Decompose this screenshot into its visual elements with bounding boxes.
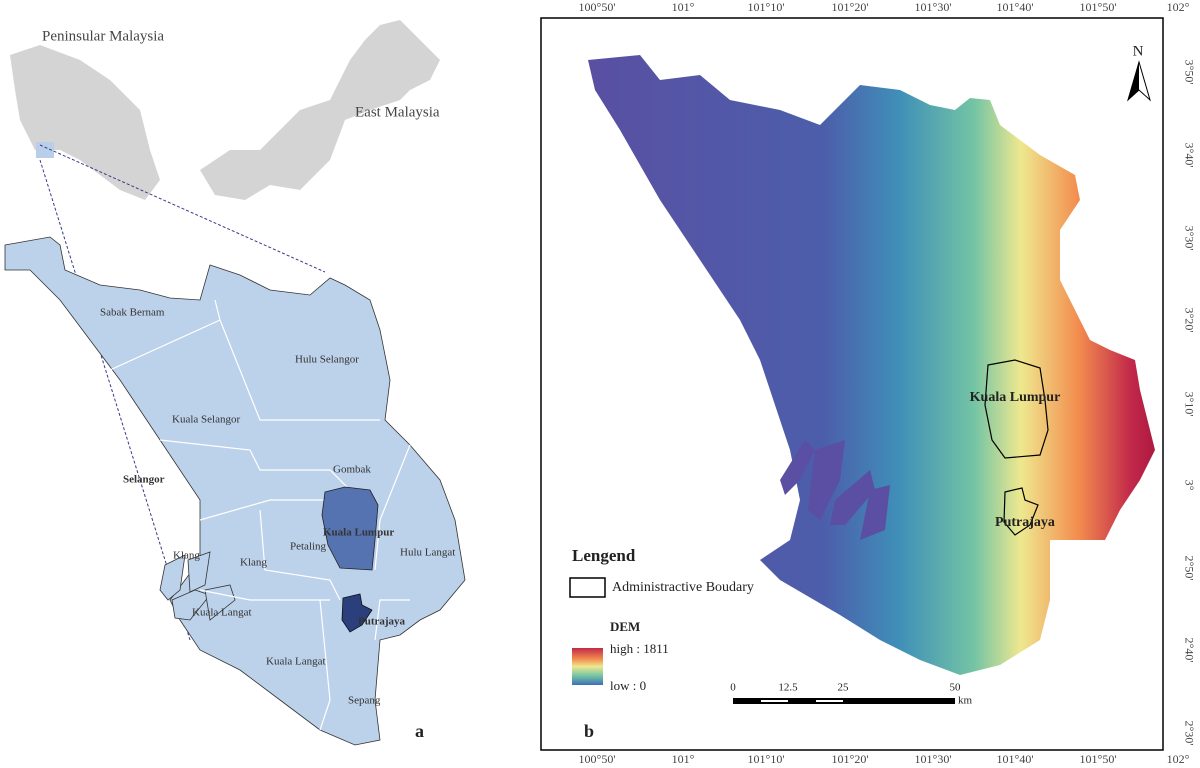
district-label: Klang <box>240 557 267 569</box>
right-tick-label: 3°50' <box>1182 60 1196 85</box>
kuala-lumpur-area <box>321 486 379 571</box>
scale-label: 0 <box>730 682 736 694</box>
scale-bar <box>733 698 955 704</box>
inset-label: East Malaysia <box>355 104 440 120</box>
right-tick-label: 2°40' <box>1182 638 1196 663</box>
connector <box>39 159 191 641</box>
district-label: Sabak Bernam <box>100 307 165 319</box>
right-tick-label: 3° <box>1182 480 1196 491</box>
district-label: Kuala Langat <box>266 656 326 668</box>
district-label: Petaling <box>290 541 327 553</box>
panel-b: Kuala Lumpur Putrajaya N Lengend Adminis… <box>540 0 1196 766</box>
dem-raster <box>588 55 1155 675</box>
bottom-tick-label: 102° <box>1167 752 1190 766</box>
top-tick-label: 101°30' <box>915 0 952 14</box>
top-tick-label: 101° <box>672 0 695 14</box>
east-malaysia <box>200 20 440 200</box>
panel-a: Peninsular Malaysia East Malaysia Sabak … <box>4 20 466 746</box>
bottom-tick-label: 101°20' <box>832 752 869 766</box>
district-label: Kuala Lumpur <box>323 527 394 539</box>
legend-label: Administractive Boudary <box>612 580 754 595</box>
right-tick-label: 2°50' <box>1182 556 1196 581</box>
peninsular-malaysia <box>10 45 160 200</box>
top-tick-label: 100°50' <box>579 0 616 14</box>
connector <box>39 144 326 273</box>
bottom-tick-label: 101°40' <box>997 752 1034 766</box>
putrajaya-area <box>341 593 373 633</box>
top-tick-label: 101°20' <box>832 0 869 14</box>
bottom-tick-label: 101° <box>672 752 695 766</box>
right-tick-label: 3°10' <box>1182 392 1196 417</box>
district-label: Gombak <box>333 464 371 476</box>
legend-title: Lengend <box>572 546 636 565</box>
north-label: N <box>1133 43 1144 59</box>
right-tick-label: 3°30' <box>1182 226 1196 251</box>
top-tick-label: 101°10' <box>748 0 785 14</box>
district-lines <box>109 299 411 731</box>
district-label: Selangor <box>123 474 165 486</box>
scale-label: 12.5 <box>778 682 798 694</box>
bottom-tick-label: 101°10' <box>748 752 785 766</box>
kuala-lumpur-boundary <box>984 359 1049 459</box>
inset-label: Peninsular Malaysia <box>42 28 164 44</box>
district-label: Kuala Selangor <box>172 414 240 426</box>
top-tick-label: 101°50' <box>1080 0 1117 14</box>
bottom-tick-label: 100°50' <box>579 752 616 766</box>
scale-label: 25 <box>838 682 850 694</box>
right-tick-label: 3°40' <box>1182 143 1196 168</box>
dem-islands <box>780 440 890 540</box>
boundary-label: Kuala Lumpur <box>970 390 1061 405</box>
bottom-tick-label: 101°50' <box>1080 752 1117 766</box>
district-label: Kuala Langat <box>192 607 252 619</box>
bottom-tick-label: 101°30' <box>915 752 952 766</box>
district-label: Hulu Selangor <box>295 354 359 366</box>
district-label: Klang <box>173 550 200 562</box>
legend-dem-title: DEM <box>610 619 640 634</box>
legend-dem-ramp <box>572 648 603 685</box>
inset-highlight <box>36 142 54 158</box>
scale-label: 50 <box>950 682 962 694</box>
panel-label: a <box>415 721 424 741</box>
boundary-label: Putrajaya <box>995 515 1055 530</box>
islands <box>159 551 236 621</box>
right-tick-label: 2°30' <box>1182 721 1196 746</box>
top-tick-label: 102° <box>1167 0 1190 14</box>
selangor-outline <box>4 236 466 746</box>
district-label: Hulu Langat <box>400 547 455 559</box>
north-arrow-half <box>1128 62 1139 100</box>
top-tick-label: 101°40' <box>997 0 1034 14</box>
legend-high: high : 1811 <box>610 641 669 656</box>
panel-label: b <box>584 721 594 741</box>
scale-unit: km <box>958 695 973 707</box>
district-label: Putrajaya <box>358 616 406 628</box>
right-tick-label: 3°20' <box>1182 308 1196 333</box>
district-label: Sepang <box>348 695 381 707</box>
putrajaya-boundary <box>1003 487 1039 536</box>
legend-boundary-swatch <box>569 577 606 598</box>
legend-low: low : 0 <box>610 678 646 693</box>
